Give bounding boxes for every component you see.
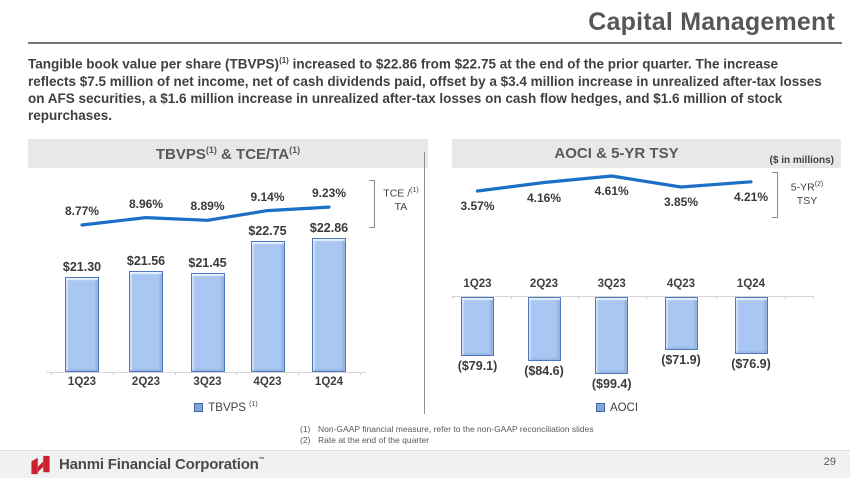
company-name: Hanmi Financial Corporation™ xyxy=(59,456,265,473)
bar-value-label: ($79.1) xyxy=(457,359,498,373)
chart-divider xyxy=(424,152,425,414)
category-label: 2Q23 xyxy=(529,278,559,290)
x-axis xyxy=(452,296,813,297)
category-label: 1Q24 xyxy=(314,376,344,388)
axis-tick xyxy=(298,372,299,375)
bar-aoci-4q23 xyxy=(664,297,698,350)
category-label: 1Q23 xyxy=(67,376,97,388)
bar-aoci-3q23 xyxy=(595,297,629,374)
axis-tick xyxy=(785,296,787,299)
axis-tick xyxy=(112,372,114,375)
footnotes: (1) Non-GAAP financial measure, refer to… xyxy=(300,424,594,446)
axis-tick xyxy=(646,296,648,299)
bar-value-label: $22.75 xyxy=(248,224,287,238)
line-value-label: 3.85% xyxy=(663,195,699,209)
category-label: 4Q23 xyxy=(253,376,282,388)
bar-aoci-2q23 xyxy=(527,297,561,361)
page-number: 29 xyxy=(823,456,836,468)
line-value-label: 8.96% xyxy=(128,197,164,211)
tce-ta-axis-label: TCE /(1) TA xyxy=(383,187,419,213)
company-logo: Hanmi Financial Corporation™ xyxy=(29,455,265,475)
axis-tick xyxy=(716,296,717,299)
chart-aoci-tsy: AOCI & 5-YR TSY ($ in millions) 5-YR(2) … xyxy=(452,139,850,424)
tsy-axis-label: 5-YR(2) TSY xyxy=(790,181,824,207)
bar-value-label: $21.30 xyxy=(62,260,102,274)
bar-value-label: ($99.4) xyxy=(591,377,632,391)
chart-tbvps-tceta: TBVPS(1) & TCE/TA(1) TCE /(1) TA TBVPS (… xyxy=(28,139,428,424)
category-label: 1Q24 xyxy=(736,278,766,290)
chart-title-left: TBVPS(1) & TCE/TA(1) xyxy=(155,144,301,163)
footnote-1: (1) Non-GAAP financial measure, refer to… xyxy=(300,424,594,434)
chart-title-banner-left: TBVPS(1) & TCE/TA(1) xyxy=(28,139,428,168)
footer-bar: Hanmi Financial Corporation™ 29 xyxy=(0,450,850,478)
bar-tbvps-3q23 xyxy=(190,273,225,372)
line-value-label: 4.61% xyxy=(594,184,629,198)
tce-ta-bracket xyxy=(369,180,375,228)
axis-tick xyxy=(359,372,361,375)
line-value-label: 4.16% xyxy=(526,191,562,205)
category-label: 2Q23 xyxy=(131,376,161,388)
bar-value-label: ($84.6) xyxy=(524,364,564,378)
axis-tick xyxy=(577,296,579,299)
axis-tick xyxy=(174,372,176,375)
tsy-bracket xyxy=(772,172,778,218)
category-label: 3Q23 xyxy=(193,376,222,388)
axis-tick xyxy=(813,296,814,299)
bar-aoci-1q23 xyxy=(461,297,494,356)
line-value-label: 9.23% xyxy=(311,186,347,200)
axis-tick xyxy=(452,296,453,299)
category-label: 1Q23 xyxy=(463,278,492,290)
legend-marker-icon xyxy=(595,402,605,412)
bar-tbvps-4q23 xyxy=(250,241,285,372)
category-label: 3Q23 xyxy=(597,278,626,290)
units-label: ($ in millions) xyxy=(769,155,834,166)
chart-title-banner-right: AOCI & 5-YR TSY ($ in millions) xyxy=(452,139,841,168)
bar-tbvps-1q23 xyxy=(65,277,99,372)
legend-label: AOCI xyxy=(609,401,639,414)
legend-aoci: AOCI xyxy=(547,401,687,414)
bar-value-label: $22.86 xyxy=(309,221,349,235)
trademark-symbol: ™ xyxy=(258,457,265,463)
bar-value-label: $21.45 xyxy=(188,256,227,270)
legend-label: TBVPS (1) xyxy=(208,401,258,414)
footnote-2: (2) Rate at the end of the quarter xyxy=(300,435,430,445)
line-value-label: 4.21% xyxy=(733,190,769,204)
bar-tbvps-2q23 xyxy=(129,271,163,372)
footnote-ref-1: (1) xyxy=(279,56,289,65)
axis-tick xyxy=(51,372,52,375)
title-divider xyxy=(28,42,842,44)
line-value-label: 3.57% xyxy=(460,199,495,213)
chart-title-right: AOCI & 5-YR TSY xyxy=(554,145,679,162)
bar-tbvps-1q24 xyxy=(312,238,346,372)
page-title: Capital Management xyxy=(588,8,835,36)
bar-value-label: ($71.9) xyxy=(661,353,701,367)
bar-value-label: $21.56 xyxy=(126,254,166,268)
bar-aoci-1q24 xyxy=(734,297,768,354)
legend-tbvps: TBVPS (1) xyxy=(156,401,296,414)
axis-tick xyxy=(236,372,238,375)
bar-value-label: ($76.9) xyxy=(731,357,771,371)
category-label: 4Q23 xyxy=(666,278,696,290)
intro-paragraph: Tangible book value per share (TBVPS)(1)… xyxy=(28,52,828,124)
axis-tick xyxy=(510,296,512,299)
line-value-label: 9.14% xyxy=(250,190,285,204)
hanmi-logo-icon xyxy=(31,455,50,474)
line-value-label: 8.77% xyxy=(64,204,100,218)
legend-marker-icon xyxy=(194,402,204,412)
x-axis xyxy=(46,372,366,373)
intro-text-cont: increased to $22.86 from $22.75 at the e… xyxy=(28,56,822,123)
intro-text: Tangible book value per share (TBVPS) xyxy=(28,56,280,72)
